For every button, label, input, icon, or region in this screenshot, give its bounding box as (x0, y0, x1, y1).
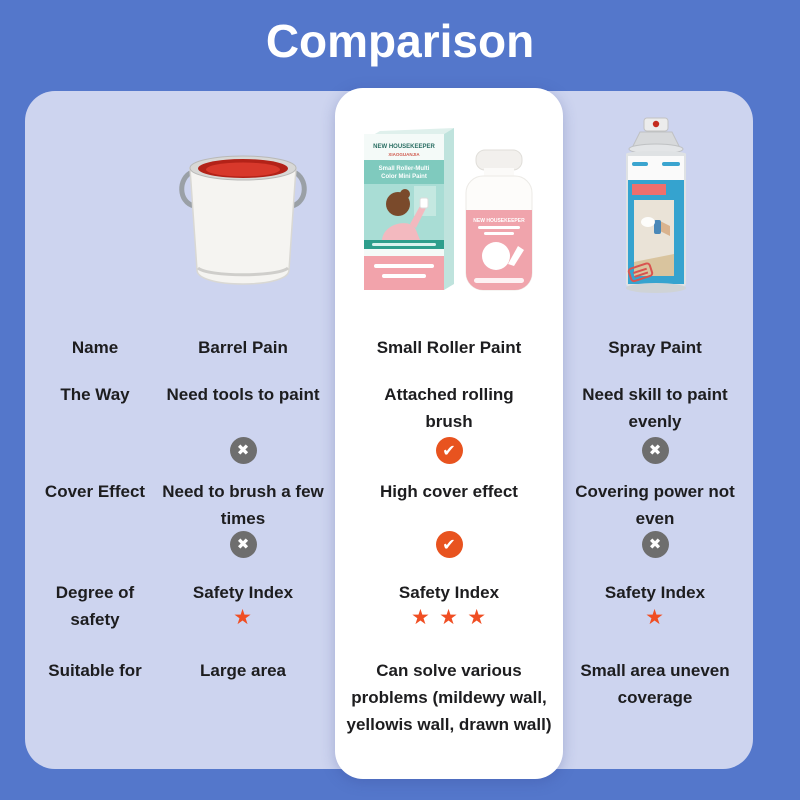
cell-text: Large area (200, 661, 286, 680)
row-label: Cover Effect (44, 482, 146, 501)
row-label: Suitable for (48, 661, 142, 680)
cross-glyph: ✖ (648, 535, 662, 553)
box-product-line1: Small Roller-Multi (379, 166, 430, 172)
row-label: The Way (60, 385, 130, 404)
cross-icon: ✖ (641, 437, 669, 464)
cell-text: Need to brush a few times (162, 482, 324, 528)
cell-text: Small Roller Paint (376, 338, 522, 357)
cell-text: Attached rolling brush (384, 385, 514, 431)
cross-icon: ✖ (229, 437, 257, 464)
spray-can-image (626, 117, 686, 293)
cross-icon: ✖ (229, 531, 257, 558)
cell-text: Can solve various problems (mildewy wall… (346, 661, 552, 734)
bottle-brand-text: NEW HOUSEKEEPER (473, 218, 525, 224)
cell-text: Safety Index (604, 583, 706, 602)
cell-text: Safety Index (398, 583, 500, 602)
cell-text: Covering power not even (575, 482, 735, 528)
cell-text: Need skill to paint evenly (582, 385, 728, 431)
paint-bucket-image (179, 155, 307, 285)
check-icon: ✔ (435, 437, 463, 464)
cross-glyph: ✖ (648, 441, 662, 459)
cross-glyph: ✖ (236, 535, 250, 553)
page-title: Comparison (265, 15, 535, 67)
row-label: Degree of safety (55, 583, 135, 629)
star-rating: ★ (645, 605, 665, 629)
cross-glyph: ✖ (236, 441, 250, 459)
star-rating: ★ ★ ★ (410, 605, 488, 629)
star-rating: ★ (233, 605, 253, 629)
box-product-line2: Color Mini Paint (381, 174, 427, 180)
cell-text: Small area uneven coverage (580, 661, 730, 707)
box-brand-text: NEW HOUSEKEEPER (373, 144, 435, 150)
roller-paint-box-bottle-image: NEW HOUSEKEEPER XIAOGUANJIA Small Roller… (364, 128, 533, 291)
cell-text: Need tools to paint (166, 385, 320, 404)
row-label: Name (71, 338, 119, 357)
cross-icon: ✖ (641, 531, 669, 558)
check-icon: ✔ (435, 531, 463, 558)
check-glyph: ✔ (442, 534, 456, 554)
cell-text: High cover effect (380, 482, 518, 501)
check-glyph: ✔ (442, 440, 456, 460)
box-subbrand-text: XIAOGUANJIA (388, 152, 420, 157)
cell-text: Barrel Pain (198, 338, 288, 357)
cell-text: Spray Paint (608, 338, 702, 357)
cell-text: Safety Index (192, 583, 294, 602)
